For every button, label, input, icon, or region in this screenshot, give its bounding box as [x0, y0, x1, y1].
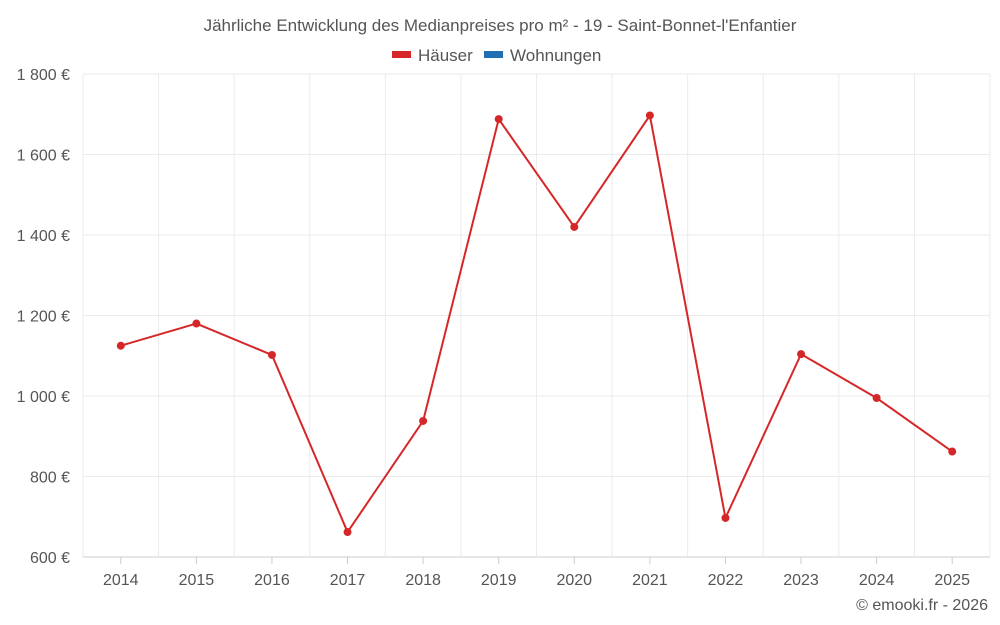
legend-item-wohnungen[interactable]: Wohnungen	[484, 46, 601, 65]
chart-title: Jährliche Entwicklung des Medianpreises …	[204, 16, 797, 35]
x-tick-label: 2017	[330, 572, 366, 589]
x-tick-label: 2016	[254, 572, 290, 589]
x-tick-label: 2014	[103, 572, 139, 589]
data-point[interactable]	[570, 222, 579, 231]
x-tick-label: 2018	[405, 572, 441, 589]
series-lines	[120, 114, 953, 534]
x-axis: 2014 2015 2016 2017 2018 2019 2020 2021 2022 2023…	[103, 557, 970, 589]
legend-label-haeuser: Häuser	[418, 46, 473, 65]
legend-label-wohnungen: Wohnungen	[510, 46, 601, 65]
x-tick-label: 2015	[179, 572, 215, 589]
x-tick-label: 2025	[934, 572, 970, 589]
data-point[interactable]	[645, 111, 654, 120]
data-point[interactable]	[948, 447, 957, 456]
series-line-0	[120, 114, 953, 534]
y-tick-label: 1 200 €	[17, 309, 70, 326]
data-point[interactable]	[797, 350, 806, 359]
x-tick-label: 2024	[859, 572, 895, 589]
y-tick-label: 800 €	[30, 470, 70, 487]
grid	[82, 73, 991, 558]
y-tick-label: 1 000 €	[17, 389, 70, 406]
x-tick-label: 2022	[708, 572, 744, 589]
data-point[interactable]	[872, 394, 881, 403]
y-tick-label: 1 400 €	[17, 228, 70, 245]
series-points	[116, 111, 957, 537]
data-point[interactable]	[419, 416, 428, 425]
data-point[interactable]	[192, 319, 201, 328]
data-point[interactable]	[116, 341, 125, 350]
x-tick-label: 2019	[481, 572, 517, 589]
data-point[interactable]	[494, 115, 503, 124]
data-point[interactable]	[721, 513, 730, 522]
y-tick-label: 1 600 €	[17, 148, 70, 165]
y-tick-label: 1 800 €	[17, 67, 70, 84]
y-tick-label: 600 €	[30, 550, 70, 567]
legend-swatch-wohnungen	[484, 51, 503, 58]
x-tick-label: 2020	[556, 572, 592, 589]
y-axis: 600 € 800 € 1 000 € 1 200 € 1 400 € 1 600 € 1 …	[17, 67, 70, 567]
data-point[interactable]	[267, 350, 276, 359]
credit: © emooki.fr - 2026	[856, 597, 988, 614]
legend-swatch-haeuser	[392, 51, 411, 58]
x-tick-label: 2023	[783, 572, 819, 589]
legend: Häuser Wohnungen	[392, 46, 601, 65]
legend-item-haeuser[interactable]: Häuser	[392, 46, 473, 65]
data-point[interactable]	[343, 528, 352, 537]
x-tick-label: 2021	[632, 572, 668, 589]
